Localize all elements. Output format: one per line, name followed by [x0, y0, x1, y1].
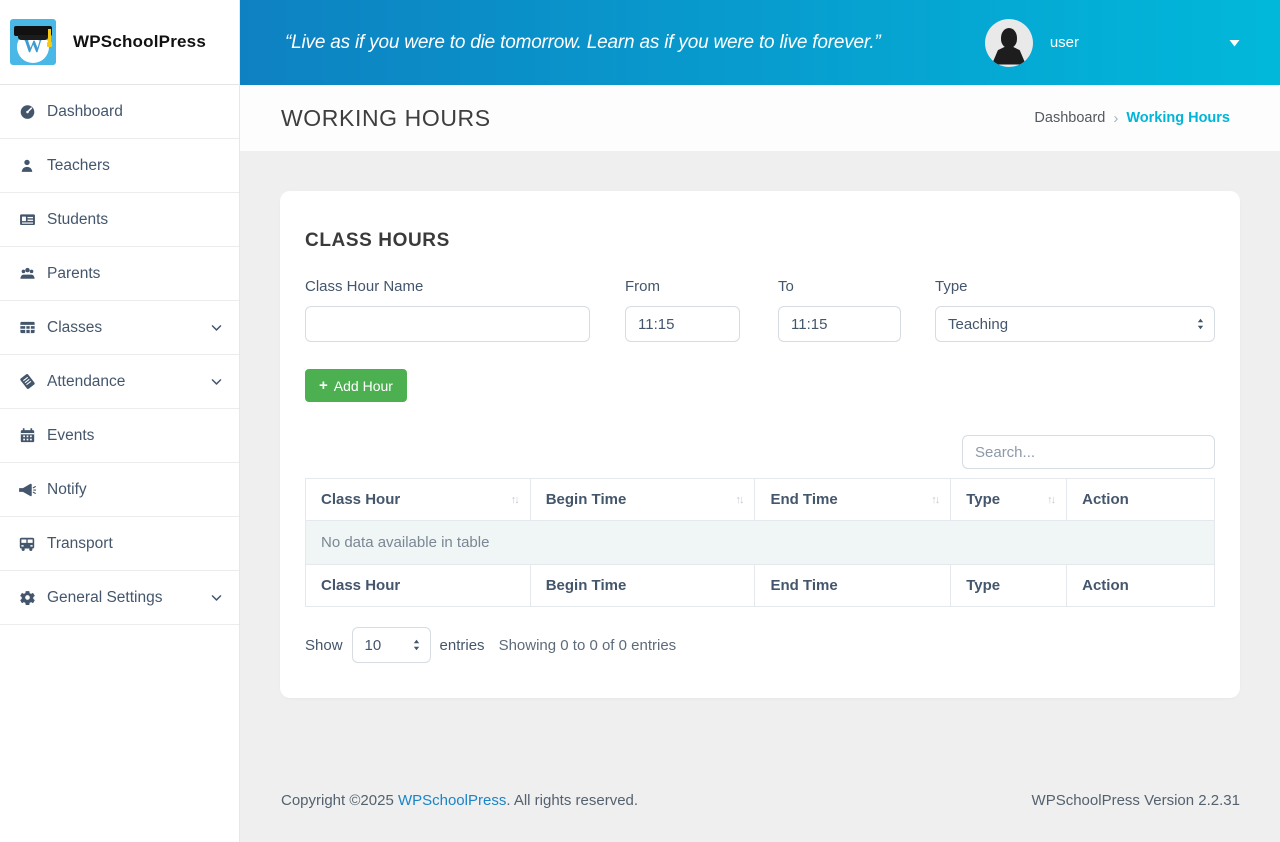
sidebar-item-events[interactable]: Events: [0, 409, 239, 463]
copyright: Copyright ©2025 WPSchoolPress. All right…: [281, 792, 639, 809]
version-text: WPSchoolPress Version 2.2.31: [1031, 792, 1240, 809]
type-select[interactable]: Teaching: [935, 306, 1215, 342]
column-header-end-time[interactable]: End Time ↑↓: [754, 478, 952, 521]
chevron-down-icon: [210, 591, 223, 604]
students-icon: [18, 211, 36, 229]
settings-icon: [18, 589, 36, 607]
teachers-icon: [18, 157, 36, 175]
sidebar-item-teachers[interactable]: Teachers: [0, 139, 239, 193]
sidebar-item-general-settings[interactable]: General Settings: [0, 571, 239, 625]
sidebar-item-classes[interactable]: Classes: [0, 301, 239, 355]
dashboard-icon: [18, 103, 36, 121]
sort-icon: ↑↓: [735, 493, 744, 506]
sidebar-item-notify[interactable]: Notify: [0, 463, 239, 517]
chevron-down-icon: [210, 375, 223, 388]
notify-icon: [18, 481, 36, 499]
sidebar-item-label: Events: [47, 426, 95, 444]
sort-icon: ↑↓: [1047, 493, 1056, 506]
show-label: Show: [305, 636, 343, 654]
caret-down-icon[interactable]: [1229, 39, 1240, 47]
events-icon: [18, 427, 36, 445]
breadcrumb-dashboard-link[interactable]: Dashboard: [1034, 110, 1106, 126]
sidebar-item-label: Attendance: [47, 372, 126, 390]
page-footer: Copyright ©2025 WPSchoolPress. All right…: [240, 792, 1280, 842]
to-time-input[interactable]: [778, 306, 901, 342]
table-empty-row: No data available in table: [305, 520, 1215, 565]
to-label: To: [778, 278, 794, 295]
sidebar-item-label: Dashboard: [47, 102, 123, 120]
chevron-down-icon: [210, 321, 223, 334]
card-title: CLASS HOURS: [305, 230, 450, 251]
breadcrumb: Dashboard › Working Hours: [1034, 110, 1230, 127]
user-menu[interactable]: user: [984, 18, 1240, 67]
add-hour-button[interactable]: + Add Hour: [305, 369, 407, 402]
sidebar: W WPSchoolPress Dashboard Teachers Stude…: [0, 0, 240, 842]
sidebar-item-label: Students: [47, 210, 109, 228]
user-name: user: [1049, 34, 1079, 51]
sort-icon: ↑↓: [931, 493, 940, 506]
sidebar-item-label: Teachers: [47, 156, 110, 174]
transport-icon: [18, 535, 36, 553]
footer-header-end-time: End Time: [754, 564, 952, 607]
empty-message: No data available in table: [305, 520, 1215, 565]
class-hour-name-input[interactable]: [305, 306, 590, 342]
sidebar-item-parents[interactable]: Parents: [0, 247, 239, 301]
page-size-select[interactable]: 10: [351, 627, 431, 663]
class-hour-form: Class Hour Name From To Type Teaching: [305, 278, 1215, 342]
sidebar-item-dashboard[interactable]: Dashboard: [0, 85, 239, 139]
sidebar-item-label: Notify: [47, 480, 87, 498]
brand[interactable]: W WPSchoolPress: [0, 0, 239, 85]
plus-icon: +: [319, 377, 328, 394]
column-header-class-hour[interactable]: Class Hour ↑↓: [305, 478, 531, 521]
class-hour-name-label: Class Hour Name: [305, 278, 424, 295]
column-header-action: Action: [1066, 478, 1215, 521]
content-area: CLASS HOURS Class Hour Name From To Type: [240, 151, 1280, 842]
sidebar-item-label: General Settings: [47, 588, 163, 606]
class-hours-table: Class Hour ↑↓ Begin Time ↑↓ End Time ↑↓ Typ…: [305, 478, 1215, 607]
sidebar-item-students[interactable]: Students: [0, 193, 239, 247]
type-label: Type: [935, 278, 968, 295]
header-quote: “Live as if you were to die tomorrow. Le…: [285, 31, 881, 53]
breadcrumb-current: Working Hours: [1126, 110, 1230, 126]
from-time-input[interactable]: [625, 306, 740, 342]
breadcrumb-separator-icon: ›: [1113, 109, 1119, 127]
page-title-bar: WORKING HOURS Dashboard › Working Hours: [240, 85, 1280, 151]
wpschoolpress-footer-link[interactable]: WPSchoolPress: [397, 792, 507, 809]
column-header-type[interactable]: Type ↑↓: [950, 478, 1068, 521]
footer-header-type: Type: [950, 564, 1068, 607]
sidebar-item-label: Parents: [47, 264, 101, 282]
column-header-begin-time[interactable]: Begin Time ↑↓: [529, 478, 756, 521]
top-header: “Live as if you were to die tomorrow. Le…: [240, 0, 1280, 85]
entries-label: entries: [439, 636, 485, 654]
footer-header-begin-time: Begin Time: [529, 564, 756, 607]
attendance-icon: [18, 373, 36, 391]
table-info: Showing 0 to 0 of 0 entries: [498, 636, 677, 654]
sidebar-item-attendance[interactable]: Attendance: [0, 355, 239, 409]
footer-header-class-hour: Class Hour: [305, 564, 531, 607]
search-input[interactable]: [962, 435, 1215, 469]
from-label: From: [625, 278, 660, 295]
footer-header-action: Action: [1066, 564, 1215, 607]
sort-icon: ↑↓: [510, 493, 520, 506]
page-title: WORKING HOURS: [281, 104, 491, 131]
wpschoolpress-logo-icon: W: [10, 19, 56, 65]
brand-name: WPSchoolPress: [73, 32, 206, 51]
sidebar-item-transport[interactable]: Transport: [0, 517, 239, 571]
parents-icon: [18, 265, 36, 283]
add-hour-label: Add Hour: [333, 377, 393, 394]
sidebar-item-label: Transport: [47, 534, 113, 552]
classes-icon: [18, 319, 36, 337]
class-hours-card: CLASS HOURS Class Hour Name From To Type: [280, 191, 1240, 698]
user-avatar: [984, 18, 1033, 67]
sidebar-item-label: Classes: [47, 318, 103, 336]
